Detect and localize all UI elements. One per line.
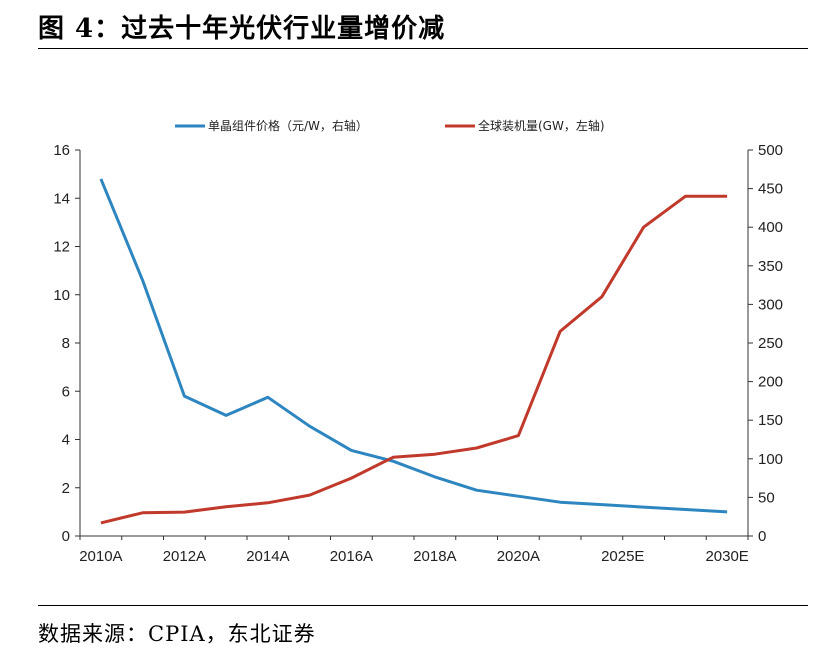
legend-label-capacity: 全球装机量(GW，左轴) (478, 118, 605, 133)
x-tick-label: 2016A (330, 548, 373, 565)
right-tick-label: 250 (758, 335, 783, 352)
right-tick-label: 200 (758, 374, 783, 391)
series-line-capacity (100, 194, 728, 525)
left-tick-label: 10 (53, 287, 70, 304)
left-tick-label: 16 (53, 142, 70, 159)
axes: 0 2 4 6 8 10 12 14 16 0 50 100 150 200 250 300 350 400 450… (53, 142, 783, 565)
legend: 单晶组件价格（元/W，右轴） 全球装机量(GW，左轴) (175, 118, 605, 133)
source-note: 数据来源：CPIA，东北证券 (38, 622, 316, 646)
left-tick-label: 6 (62, 383, 70, 400)
x-tick-label: 2030E (705, 548, 748, 565)
legend-label-price: 单晶组件价格（元/W，右轴） (208, 118, 368, 133)
x-tick-label: 2025E (601, 548, 644, 565)
right-tick-label: 350 (758, 258, 783, 275)
series-line-price (99, 178, 728, 514)
right-tick-label: 50 (758, 489, 775, 506)
x-tick-label: 2018A (413, 548, 456, 565)
right-tick-label: 0 (758, 528, 766, 545)
left-tick-label: 0 (62, 528, 70, 545)
right-tick-label: 500 (758, 142, 783, 159)
x-tick-label: 2014A (246, 548, 289, 565)
figure-title: 图 4：过去十年光伏行业量增价减 (38, 14, 446, 44)
right-tick-label: 400 (758, 219, 783, 236)
plot-area (99, 178, 728, 525)
left-tick-label: 2 (62, 480, 70, 497)
title-rule (38, 48, 808, 49)
right-tick-label: 100 (758, 451, 783, 468)
right-tick-label: 300 (758, 296, 783, 313)
x-tick-label: 2010A (79, 548, 122, 565)
left-tick-label: 8 (62, 335, 70, 352)
source-rule (38, 605, 808, 606)
x-tick-label: 2020A (497, 548, 540, 565)
right-tick-label: 150 (758, 412, 783, 429)
left-tick-label: 12 (53, 239, 70, 256)
right-tick-label: 450 (758, 181, 783, 198)
x-tick-label: 2012A (163, 548, 206, 565)
left-tick-label: 14 (53, 190, 70, 207)
left-tick-label: 4 (62, 432, 70, 449)
